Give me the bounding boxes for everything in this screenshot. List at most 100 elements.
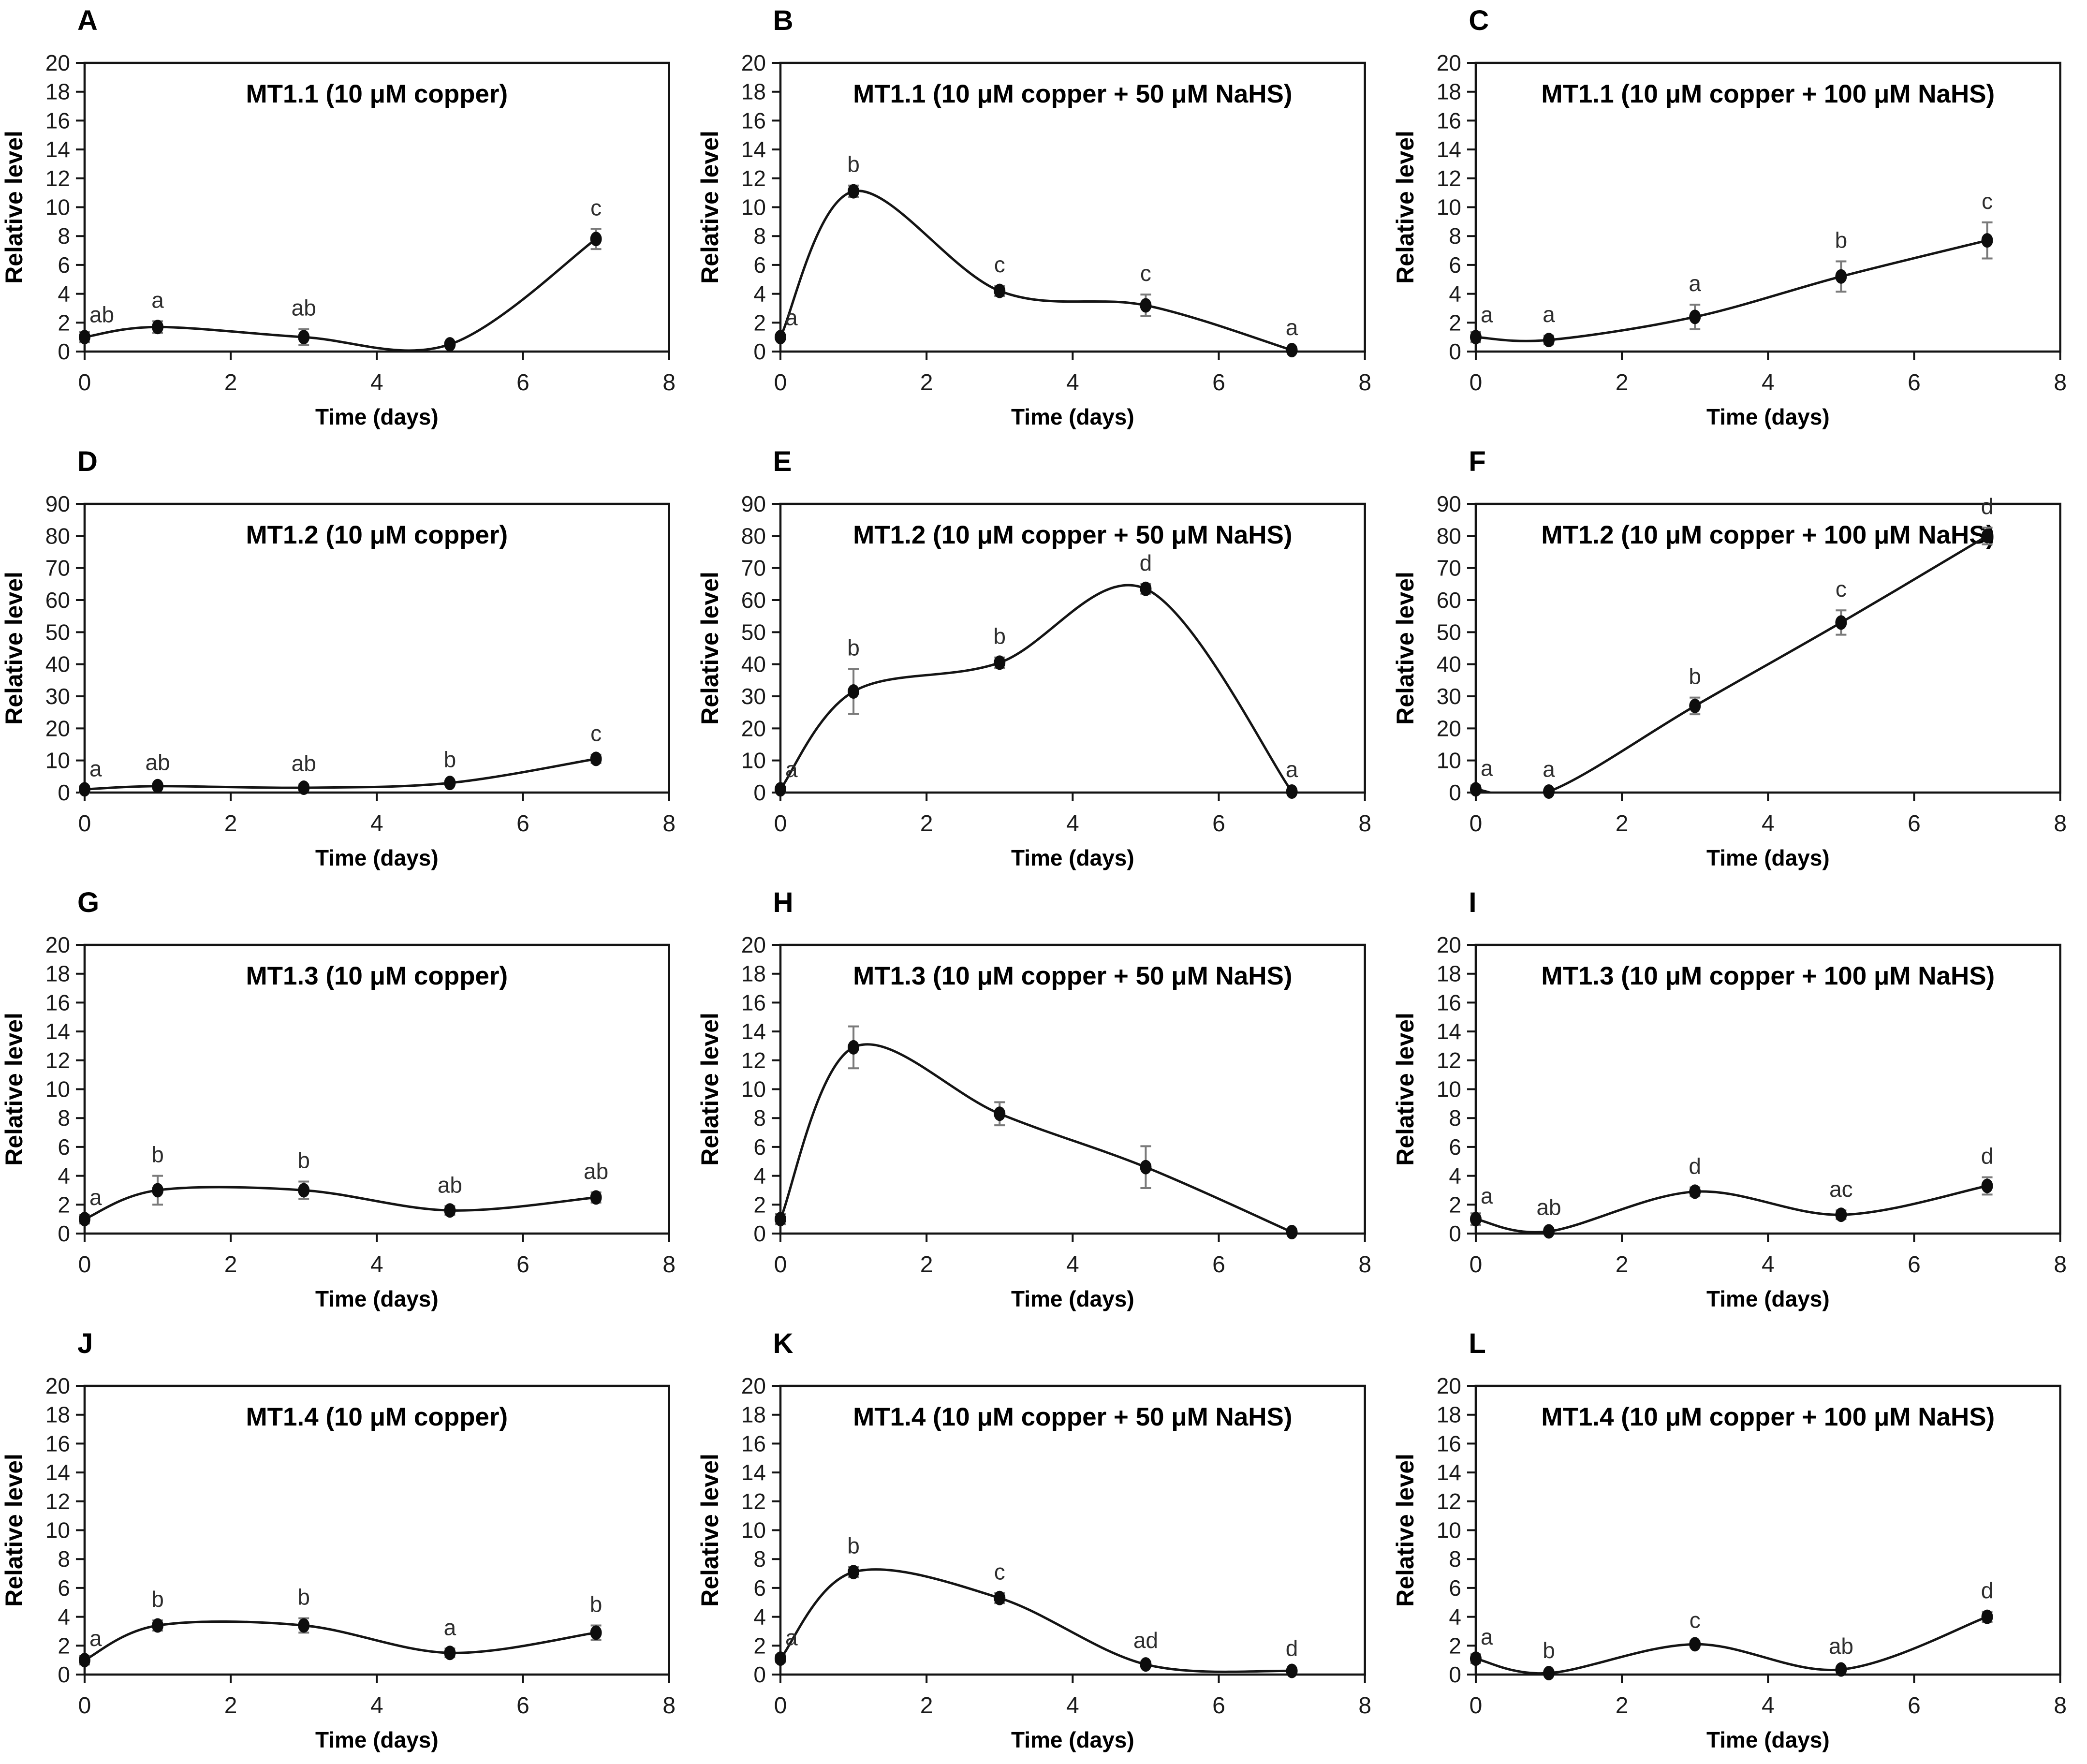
series-line (1475, 1616, 1988, 1675)
y-axis-label: Relative level (0, 131, 28, 284)
data-point (993, 1106, 1005, 1121)
y-tick-label: 10 (45, 194, 70, 220)
plot-frame (83, 943, 670, 1235)
panel-letter: E (773, 446, 792, 477)
significance-letter: a (89, 756, 102, 781)
y-tick-label: 4 (753, 1163, 766, 1189)
x-tick-label: 4 (1762, 811, 1775, 837)
y-tick-label: 20 (1437, 716, 1461, 741)
x-tick-label: 6 (516, 370, 529, 396)
data-point (1835, 615, 1847, 630)
data-point (847, 1040, 859, 1055)
x-axis-label: Time (days) (1706, 404, 1830, 429)
y-tick-label: 16 (45, 108, 70, 133)
y-tick-label: 0 (1449, 1662, 1462, 1687)
y-tick-label: 2 (753, 1192, 766, 1217)
y-axis-label: Relative level (0, 572, 28, 725)
panel-letter: K (773, 1328, 794, 1359)
x-tick-label: 2 (224, 811, 237, 837)
x-tick-label: 6 (1212, 811, 1225, 837)
line-chart: 0 10 20 30 40 50 60 70 80 90 0 2 4 6 8 MT1.2 (10 μM cop… (0, 491, 676, 870)
y-tick-label: 20 (45, 716, 70, 741)
data-point (993, 655, 1005, 670)
x-tick-label: 4 (370, 1252, 383, 1278)
y-axis-label: Relative level (0, 1013, 28, 1166)
significance-letter: b (993, 624, 1006, 649)
x-tick-label: 6 (1212, 370, 1225, 396)
data-point (1689, 698, 1701, 713)
significance-letter: a (785, 1625, 798, 1650)
significance-letter: d (1285, 1636, 1298, 1661)
y-tick-label: 8 (1449, 223, 1462, 249)
y-tick-label: 4 (1449, 1163, 1462, 1189)
y-tick-label: 8 (753, 1105, 766, 1131)
data-point (847, 684, 859, 699)
data-point (1470, 782, 1482, 797)
chart-panel: J 0 2 4 6 8 10 12 14 16 18 20 0 2 4 6 8 MT1.4 (10 μM cop… (0, 1323, 696, 1764)
significance-letter: c (1690, 1607, 1701, 1632)
y-tick-label: 14 (45, 1460, 70, 1485)
chart-panel: H 0 2 4 6 8 10 12 14 16 18 20 0 2 4 6 8 MT1.3 (10 μM cop… (696, 882, 1392, 1323)
y-tick-label: 20 (1437, 50, 1461, 75)
significance-letter: b (151, 1142, 164, 1167)
data-point (774, 1651, 786, 1666)
y-tick-label: 0 (1449, 780, 1462, 805)
significance-letter: ad (1133, 1628, 1158, 1653)
x-tick-label: 0 (774, 1693, 787, 1719)
y-tick-label: 60 (45, 588, 70, 613)
x-tick-label: 2 (920, 1693, 933, 1719)
y-tick-label: 8 (1449, 1105, 1462, 1131)
line-chart: 0 2 4 6 8 10 12 14 16 18 20 0 2 4 6 8 MT1.1 (10 μM coppe… (696, 50, 1371, 429)
y-tick-label: 80 (1437, 523, 1461, 548)
y-tick-label: 20 (1437, 932, 1461, 957)
x-axis-label: Time (days) (1706, 845, 1830, 870)
plot-frame (1475, 61, 2062, 353)
significance-letter: b (297, 1148, 310, 1173)
significance-letter: b (847, 635, 860, 661)
y-tick-label: 12 (1437, 1489, 1461, 1514)
plot-frame (83, 502, 670, 794)
significance-letter: ab (145, 750, 170, 775)
data-point (298, 330, 310, 345)
y-tick-label: 16 (1437, 990, 1461, 1015)
significance-letter: ac (1829, 1176, 1853, 1202)
y-tick-label: 0 (753, 339, 766, 364)
data-point (1470, 1651, 1482, 1666)
y-tick-label: 18 (45, 79, 70, 104)
y-tick-label: 12 (741, 166, 765, 191)
x-tick-label: 0 (1470, 811, 1483, 837)
x-tick-label: 4 (1762, 370, 1775, 396)
x-tick-label: 2 (224, 370, 237, 396)
y-tick-label: 8 (753, 1546, 766, 1572)
x-tick-label: 2 (1616, 811, 1629, 837)
significance-letter: c (1836, 576, 1847, 602)
x-tick-label: 2 (920, 811, 933, 837)
chart-title: MT1.3 (10 μM copper + 50 μM NaHS) (853, 962, 1292, 990)
significance-letter: ab (292, 295, 316, 321)
significance-letter: a (1285, 757, 1298, 782)
y-tick-label: 12 (45, 1489, 70, 1514)
data-point (1470, 330, 1482, 345)
y-tick-label: 6 (58, 1134, 70, 1160)
series-line (1476, 535, 1988, 794)
y-tick-label: 4 (58, 1604, 70, 1630)
x-axis-label: Time (days) (1706, 1286, 1830, 1311)
data-point (298, 780, 310, 795)
significance-letter: c (994, 1559, 1005, 1584)
significance-letter: a (1481, 755, 1493, 780)
data-point (590, 751, 602, 766)
data-point (993, 283, 1005, 298)
plot-frame (1475, 502, 2062, 794)
significance-letter: a (1543, 302, 1556, 327)
chart-panel: K 0 2 4 6 8 10 12 14 16 18 20 0 2 4 6 8 MT1.4 (10 μM cop… (696, 1323, 1392, 1764)
line-chart: 0 2 4 6 8 10 12 14 16 18 20 0 2 4 6 8 MT1.1 (10 μM coppe… (0, 50, 676, 429)
y-tick-label: 70 (741, 556, 765, 581)
y-tick-label: 20 (45, 1373, 70, 1398)
plot-frame (779, 1384, 1366, 1676)
y-tick-label: 30 (741, 684, 765, 709)
y-tick-label: 70 (45, 556, 70, 581)
data-point (298, 1618, 310, 1633)
x-tick-label: 2 (224, 1693, 237, 1719)
x-tick-label: 6 (516, 1252, 529, 1278)
x-tick-label: 0 (78, 370, 91, 396)
